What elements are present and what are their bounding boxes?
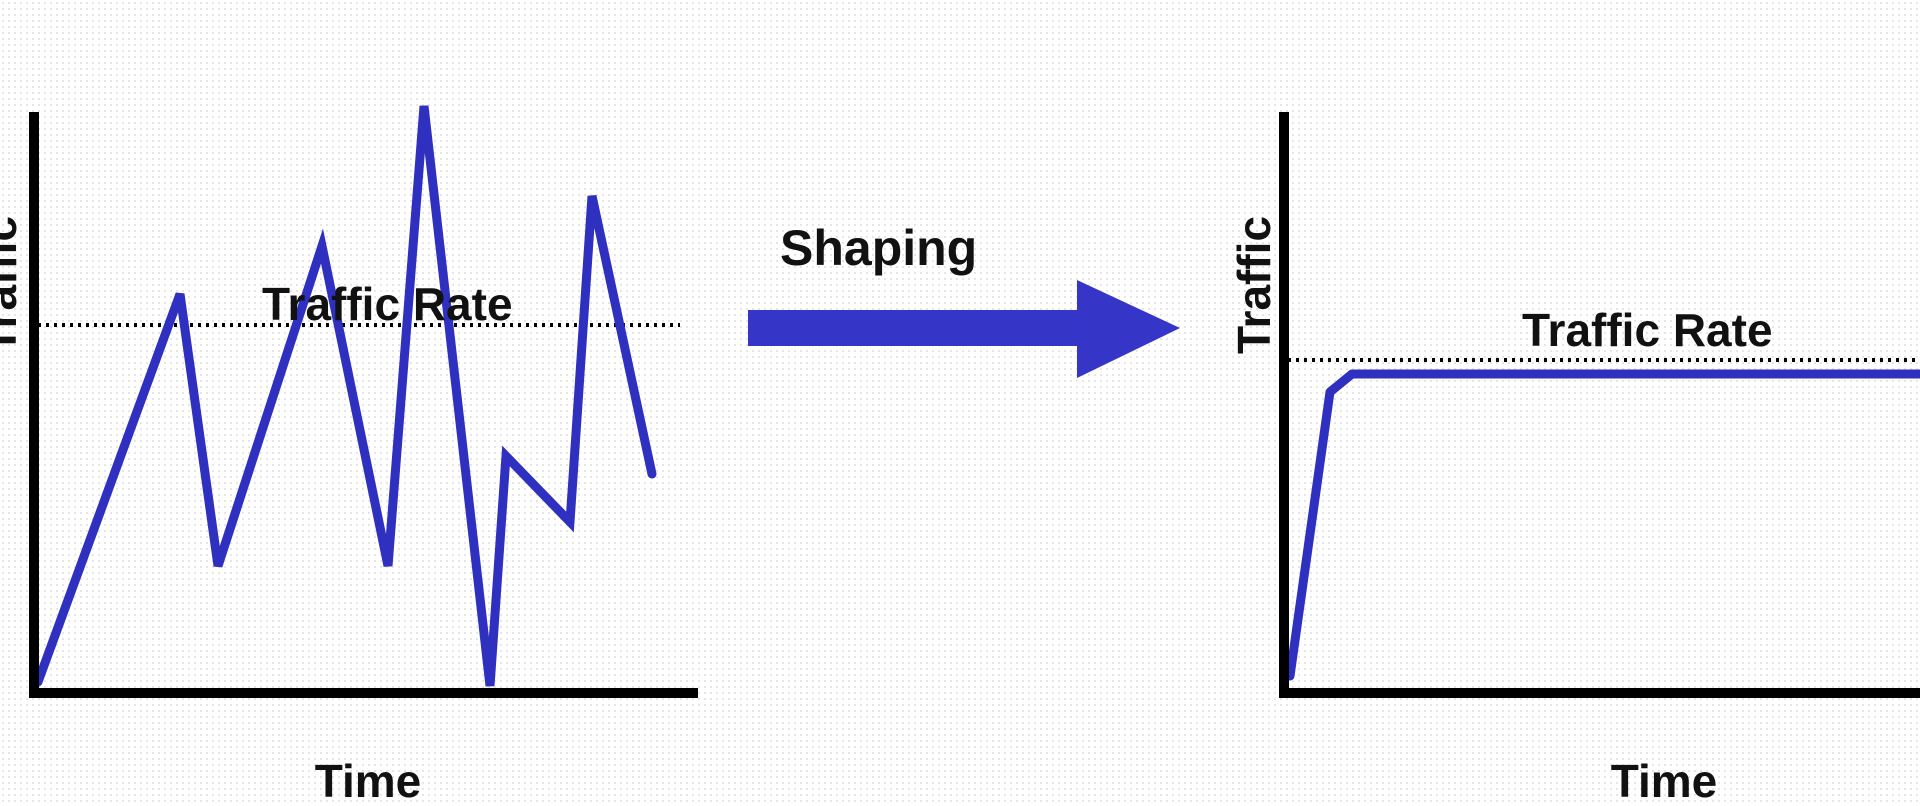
left-y-axis-label: Traffic (0, 216, 26, 354)
left-traffic-rate-label: Traffic Rate (262, 278, 513, 330)
right-traffic-rate-label: Traffic Rate (1522, 304, 1773, 356)
shaping-label: Shaping (780, 220, 977, 276)
right-y-axis-label: Traffic (1228, 216, 1280, 354)
left-traffic-waveform (33, 105, 657, 687)
shaping-arrow: Shaping (748, 220, 1180, 378)
right-panel: Traffic Rate Time Traffic (1228, 112, 1920, 806)
right-traffic-waveform (1285, 369, 1920, 681)
left-x-axis-label: Time (315, 755, 422, 806)
right-x-axis-label: Time (1611, 755, 1718, 806)
right-arrow-icon (748, 280, 1180, 378)
left-panel: Traffic Rate Time Traffic (0, 105, 698, 806)
